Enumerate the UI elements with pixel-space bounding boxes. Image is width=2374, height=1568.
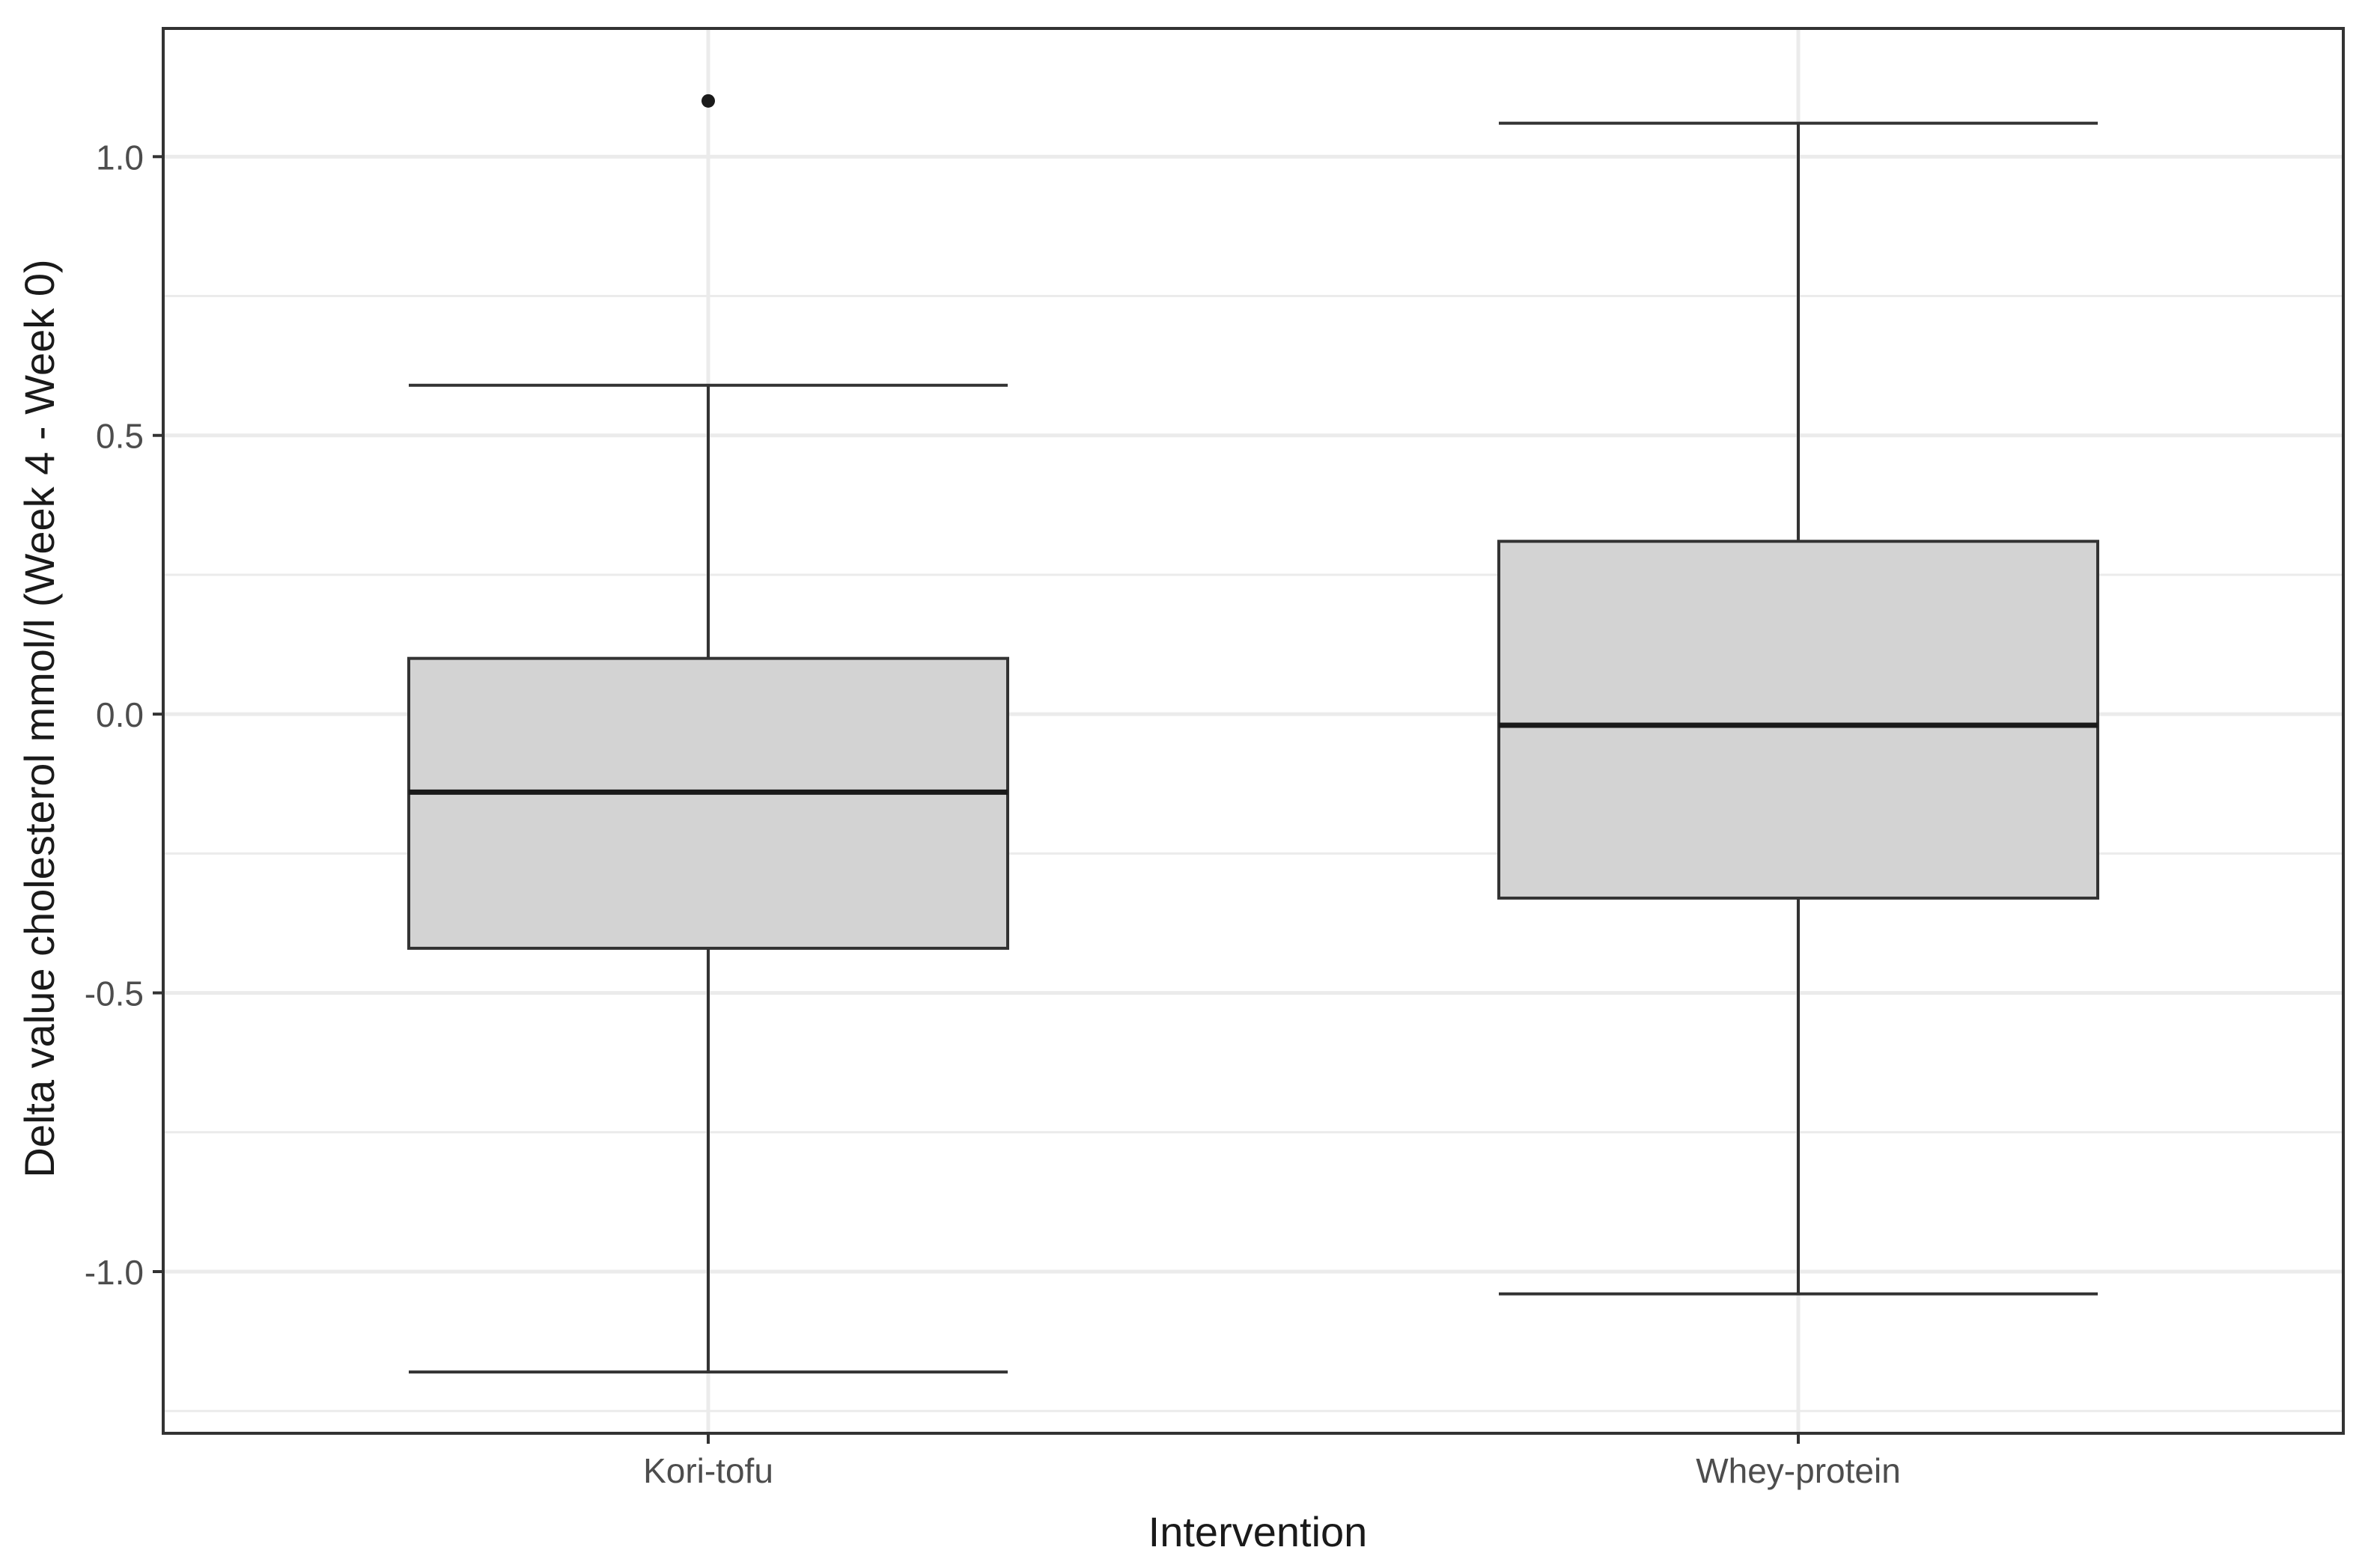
box-group-whey-protein [1497, 121, 2099, 1296]
x-tick-label: Whey-protein [1696, 1451, 1901, 1490]
x-axis-title: Intervention [1148, 1508, 1368, 1555]
panel-border [162, 27, 2345, 1435]
box-iqr [1497, 540, 2099, 900]
y-tick-label: 1.0 [96, 138, 144, 177]
outlier-point [701, 94, 715, 108]
x-tick-label: Kori-tofu [643, 1451, 773, 1490]
y-tick-label: -1.0 [85, 1253, 144, 1292]
box-iqr [407, 656, 1009, 950]
axes: -1.0 -0.5 0.0 0.5 1.0 Kori-tofu Whey-protein [85, 138, 1901, 1490]
box-layer [407, 94, 2099, 1374]
box-group-kori-tofu [407, 94, 1009, 1374]
y-tick-label: -0.5 [85, 974, 144, 1013]
y-tick-label: 0.5 [96, 417, 144, 456]
y-axis-title: Delta value cholesterol mmol/l (Week 4 -… [16, 259, 63, 1177]
y-tick-label: 0.0 [96, 695, 144, 734]
